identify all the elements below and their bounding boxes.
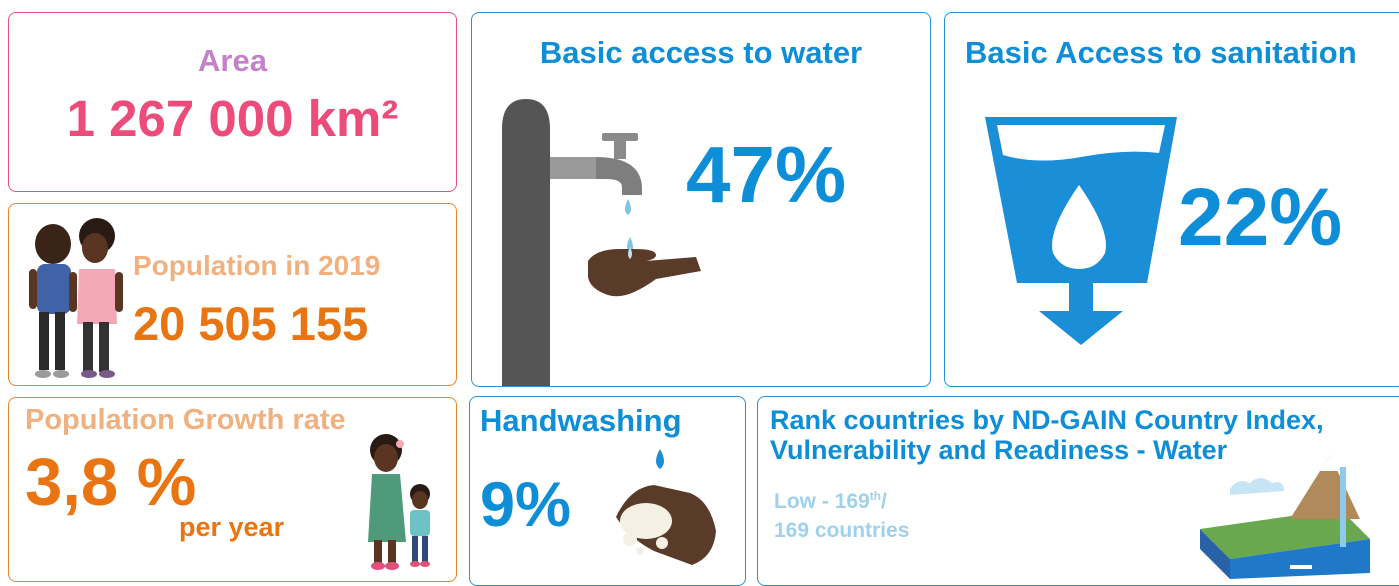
water-tap-icon [502, 99, 701, 386]
mother-child-illustration-icon [368, 434, 430, 570]
water-filter-icon [985, 117, 1177, 345]
rank-value-line1: Low - 169th/ [774, 489, 887, 514]
rank-value-suffix: th [869, 489, 882, 503]
water-card: Basic access to water 47% [471, 12, 931, 387]
growth-value: 3,8 % [25, 445, 197, 520]
rank-card: Rank countries by ND-GAIN Country Index,… [757, 396, 1399, 586]
handwashing-value: 9% [480, 470, 572, 540]
handwashing-card: Handwashing 9% [469, 396, 746, 586]
washing-hands-icon [616, 449, 716, 565]
growth-card: Population Growth rate 3,8 % per year [8, 397, 457, 582]
area-value: 1 267 000 km² [66, 90, 399, 147]
couple-illustration-icon [29, 218, 123, 378]
population-card: Population in 2019 20 505 155 [8, 203, 457, 386]
area-label: Area [198, 43, 267, 78]
population-value: 20 505 155 [133, 297, 369, 350]
sanitation-card: Basic Access to sanitation 22% [944, 12, 1399, 387]
water-cycle-icon [1200, 455, 1370, 579]
population-label: Population in 2019 [133, 250, 381, 281]
handwashing-label: Handwashing [480, 403, 682, 438]
rank-value-prefix: Low - 169 [774, 490, 870, 513]
rank-value-line2: 169 countries [774, 519, 910, 542]
sanitation-value: 22% [1178, 172, 1343, 263]
rank-value-slash: / [881, 490, 887, 513]
rank-title-line2: Vulnerability and Readiness - Water [770, 435, 1228, 465]
growth-unit: per year [179, 512, 285, 542]
rank-title-line1: Rank countries by ND-GAIN Country Index, [770, 405, 1324, 435]
growth-label: Population Growth rate [25, 404, 346, 436]
sanitation-label: Basic Access to sanitation [965, 35, 1357, 70]
water-value: 47% [686, 130, 847, 219]
water-label: Basic access to water [539, 35, 863, 70]
area-card: Area 1 267 000 km² [8, 12, 457, 192]
